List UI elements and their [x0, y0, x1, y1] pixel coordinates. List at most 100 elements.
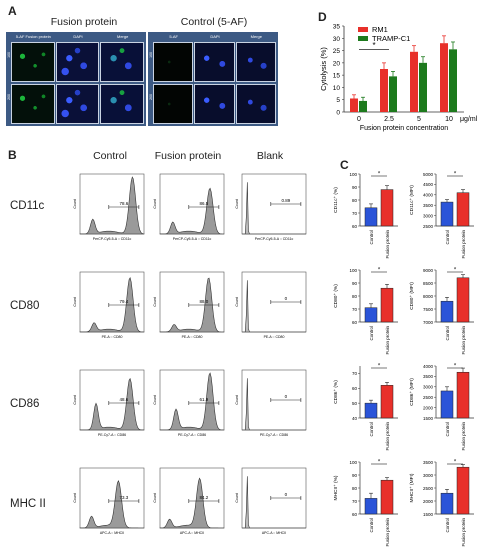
micrograph-image: [235, 84, 276, 124]
x-tick-label: Fusion protein: [385, 518, 390, 547]
histogram-curve: [242, 182, 306, 235]
micrograph-image: [194, 84, 235, 124]
micrograph-image: [194, 42, 235, 82]
gate-value: 0: [285, 296, 288, 301]
significance-star: *: [378, 172, 381, 178]
x-axis-title: Fusion protein concentration: [360, 125, 448, 132]
bar-rm1: [440, 43, 448, 113]
y-tick-label: 80: [352, 198, 358, 203]
y-tick-label: 70: [352, 499, 358, 504]
y-axis-title: CD86⁺ (MFI): [409, 378, 415, 406]
y-tick-label: 0: [336, 110, 340, 117]
micrograph-image: [100, 84, 144, 124]
y-tick-label: 2500: [423, 395, 434, 400]
x-tick-label: Control: [369, 230, 374, 245]
bar-control: [440, 201, 454, 227]
x-tick-label: Control: [445, 518, 450, 533]
y-tick-label: 5: [336, 97, 340, 104]
y-tick-label: 40: [352, 416, 358, 421]
histogram-curve: [79, 377, 145, 431]
histogram-y-label: Count: [73, 395, 77, 404]
marker-bar-chart: 60 70 80 90 100 Control Fusion protein * CD80⁺ (…: [333, 268, 398, 355]
gate-value: 78.6: [119, 201, 128, 206]
histogram-curve: [242, 378, 306, 431]
histogram-x-label: APC-A :: MHCII: [262, 531, 286, 535]
bar-tramp-c1: [389, 76, 397, 112]
y-tick-label: 60: [352, 224, 358, 229]
marker-bar-chart: 40 50 60 70 Control Fusion protein * CD86⁺ (%): [333, 364, 398, 451]
micrograph-column-header: Merge: [250, 34, 262, 39]
y-tick-label: 7000: [423, 320, 434, 325]
flow-histogram: 79.4PE-A :: CD80 Count: [73, 271, 145, 339]
gate-value: 48.6: [119, 397, 128, 402]
y-tick-label: 3000: [423, 385, 434, 390]
cytolysis-bar-chart: 0 5 10 15 20 25 30 35 0 2.5 5 10 μg/ml Fusion protein…: [319, 24, 478, 133]
control-5af-title: Control (5-AF): [180, 16, 248, 28]
significance-star: *: [454, 172, 457, 178]
x-tick-label: Fusion protein: [461, 518, 466, 547]
y-tick-label: 7500: [423, 307, 434, 312]
y-tick-label: 100: [349, 460, 357, 465]
bar-fusion: [380, 385, 394, 419]
bar-control: [364, 498, 378, 515]
flow-histogram: 48.6PE-Cy7-A :: CD86 Count: [73, 369, 145, 437]
y-tick-label: 90: [352, 185, 358, 190]
y-tick-label: 30: [333, 36, 341, 43]
x-tick-label: 5: [417, 116, 421, 123]
significance-star: *: [454, 268, 457, 274]
y-axis-title: CD11c⁺ (%): [333, 187, 339, 213]
y-tick-label: 2000: [423, 405, 434, 410]
histogram-x-label: PE-Cy7-A :: CD86: [98, 433, 126, 437]
y-tick-label: 15: [333, 73, 341, 80]
histogram-x-label: PE-A :: CD80: [182, 335, 203, 339]
legend-label: TRAMP-C1: [372, 34, 410, 43]
histogram-curve: [159, 372, 225, 431]
histogram-x-label: PerCP-Cy5-5-A :: CD11c: [255, 237, 294, 241]
y-tick-label: 35: [333, 24, 341, 31]
y-tick-label: 80: [352, 294, 358, 299]
y-tick-label: 50: [352, 401, 358, 406]
y-tick-label: 3000: [423, 473, 434, 478]
y-tick-label: 8000: [423, 294, 434, 299]
bar-fusion: [380, 287, 394, 323]
flow-histogram: 0PE-A :: CD80 Count: [235, 271, 307, 339]
panel-d-letter: D: [318, 10, 327, 24]
x-tick-label: Fusion protein: [461, 326, 466, 355]
bar-fusion: [380, 189, 394, 227]
marker-bar-chart: 60 70 80 90 100 Control Fusion protein * CD11c⁺ …: [333, 172, 398, 259]
y-tick-label: 100: [349, 268, 357, 273]
histogram-y-label: Count: [153, 199, 157, 208]
x-tick-label: Fusion protein: [385, 422, 390, 451]
marker-bar-chart: 1500 2000 2500 3000 3500 Control Fusion protei…: [409, 460, 474, 547]
bar-fusion: [380, 479, 394, 515]
y-axis-title: CD11c⁺ (MFI): [409, 185, 415, 215]
histogram-y-label: Count: [235, 395, 239, 404]
y-tick-label: 60: [352, 320, 358, 325]
x-tick-label: Control: [369, 518, 374, 533]
micrograph-column-header: DAPI: [73, 34, 83, 39]
y-axis-title: MHCII⁺ (%): [333, 475, 339, 500]
control-micrograph-grid: 5-AF DAPI Merge 100 200: [148, 32, 278, 126]
significance-star: *: [372, 41, 375, 50]
y-tick-label: 3500: [423, 374, 434, 379]
bar-fusion: [456, 192, 470, 227]
col-title-control: Control: [93, 150, 127, 162]
y-tick-label: 20: [333, 60, 341, 67]
histogram-y-label: Count: [73, 199, 77, 208]
x-unit-label: μg/ml: [460, 116, 478, 123]
histogram-curve: [79, 480, 145, 529]
histogram-curve: [159, 477, 225, 529]
gate-value: 73.3: [119, 495, 128, 500]
y-axis-title: CD80⁺ (MFI): [409, 282, 415, 310]
bar-tramp-c1: [359, 100, 367, 112]
x-tick-label: Fusion protein: [385, 230, 390, 259]
gate-value: 0: [285, 492, 288, 497]
histogram-y-label: Count: [73, 297, 77, 306]
bar-control: [364, 307, 378, 323]
y-tick-label: 2500: [423, 486, 434, 491]
y-tick-label: 60: [352, 512, 358, 517]
bar-fusion: [456, 371, 470, 419]
